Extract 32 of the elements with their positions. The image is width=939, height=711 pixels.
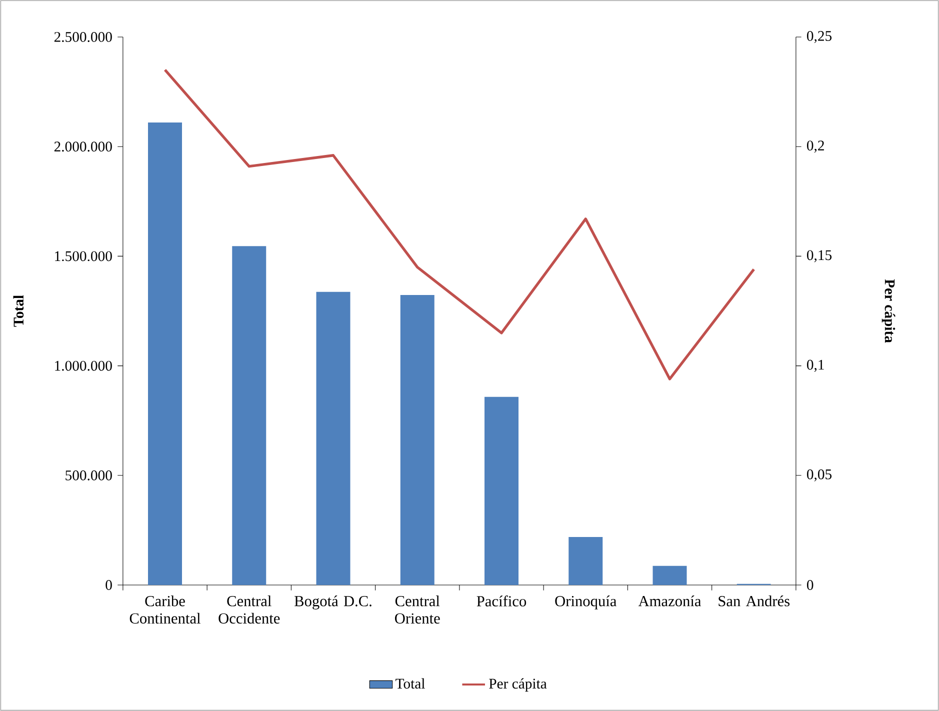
legend-label: Total — [396, 678, 425, 689]
bar — [400, 294, 434, 585]
y-tick-label: 0 — [106, 580, 112, 590]
y2-tick-label: 0,2 — [806, 140, 824, 153]
y-tick-label: 1.000.000 — [55, 360, 112, 371]
y-tick-label: 500.000 — [66, 470, 112, 480]
x-tick-label: Orinoquía — [555, 595, 616, 610]
y-tick-label: 1.500.000 — [55, 251, 112, 262]
bar — [652, 566, 687, 585]
x-tick-label: Amazonía — [638, 595, 702, 606]
x-tick-label: Central Oriente — [395, 595, 440, 624]
bar — [148, 122, 182, 585]
x-tick-label: Central Occidente — [218, 595, 280, 624]
y-tick-label: 2.000.000 — [54, 142, 112, 152]
y2-tick-label: 0,25 — [806, 31, 832, 44]
y2-tick-label: 0 — [806, 580, 814, 590]
y2-axis-title: Per cápita — [882, 279, 896, 343]
bar — [232, 246, 266, 585]
y-axis-title: Total — [13, 295, 24, 327]
bar — [568, 536, 603, 585]
bar — [484, 396, 519, 585]
bar — [316, 292, 350, 585]
x-tick-label: San Andrés — [718, 595, 790, 606]
x-tick-label: Bogotá D.C. — [294, 595, 372, 610]
y-tick-label: 2.500.000 — [54, 32, 112, 42]
y2-tick-label: 0,1 — [806, 360, 824, 372]
legend-label: Per cápita — [489, 678, 547, 692]
x-tick-label: Pacífico — [476, 595, 526, 606]
line-series — [164, 68, 756, 380]
x-tick-label: Caribe Continental — [130, 595, 200, 624]
y2-tick-label: 0,15 — [806, 250, 832, 262]
y2-tick-label: 0,05 — [806, 469, 832, 482]
